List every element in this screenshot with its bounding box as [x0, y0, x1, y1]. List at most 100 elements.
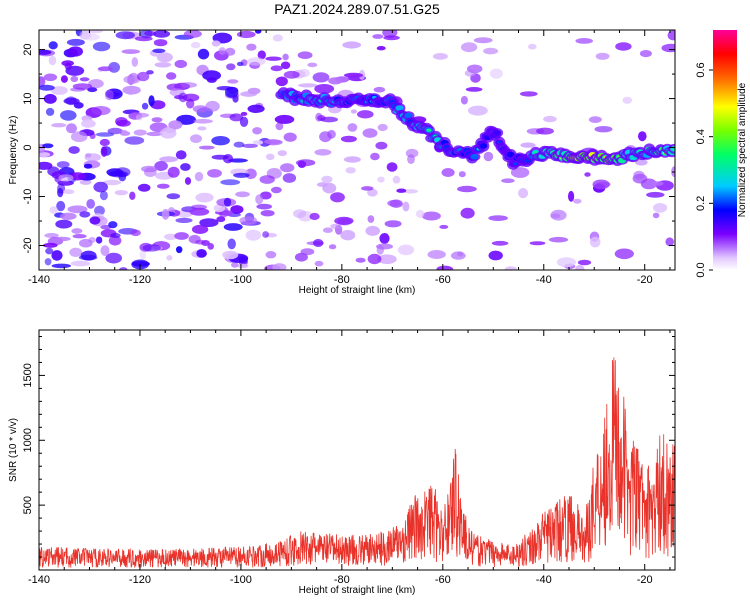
heatmap-cell — [568, 190, 575, 202]
heatmap-cell — [141, 165, 158, 173]
heatmap-cell — [230, 205, 244, 214]
heatmap-cell — [67, 205, 88, 214]
heatmap-cell — [395, 105, 404, 111]
x-tick-label: -60 — [435, 274, 451, 286]
heatmap-cell — [282, 173, 297, 183]
heatmap-cell — [58, 174, 74, 182]
heatmap-cell — [44, 258, 52, 266]
heatmap-cell — [314, 260, 324, 267]
heatmap-cell — [322, 182, 337, 194]
heatmap-cell — [379, 233, 390, 244]
heatmap-cell — [328, 77, 343, 85]
spectrogram-y-axis-label: Frequency (Hz) — [8, 116, 19, 185]
heatmap-cell — [297, 51, 313, 59]
heatmap-cell — [240, 111, 248, 116]
heatmap-cell — [355, 257, 366, 263]
heatmap-cell — [183, 30, 202, 38]
heatmap-cell — [519, 91, 538, 97]
y-tick-label: 1500 — [22, 363, 34, 387]
heatmap-cell — [589, 236, 601, 248]
heatmap-cell — [84, 153, 101, 162]
heatmap-cell — [283, 70, 300, 79]
heatmap-cell — [343, 156, 361, 163]
heatmap-cell — [80, 250, 97, 261]
heatmap-cell — [54, 236, 71, 242]
heatmap-cell — [272, 34, 283, 42]
heatmap-cell — [512, 162, 518, 166]
heatmap-cell — [105, 252, 122, 264]
heatmap-cell — [491, 240, 509, 246]
y-tick-label: -10 — [22, 189, 34, 205]
heatmap-cell — [196, 249, 207, 258]
heatmap-cell — [416, 209, 425, 218]
heatmap-cell — [39, 152, 51, 158]
heatmap-cell — [70, 75, 79, 83]
heatmap-cell — [350, 109, 357, 114]
heatmap-cell — [66, 123, 77, 134]
heatmap-cell — [153, 39, 168, 47]
heatmap-cell — [614, 248, 634, 260]
heatmap-cell — [661, 43, 675, 53]
y-tick-label: -20 — [22, 238, 34, 254]
heatmap-cell — [592, 179, 610, 190]
heatmap-cell — [220, 179, 241, 186]
heatmap-cell — [277, 150, 287, 157]
heatmap-cell — [151, 117, 163, 123]
heatmap-cell — [211, 40, 221, 47]
heatmap-cell — [426, 128, 432, 132]
heatmap-cell — [131, 57, 138, 67]
heatmap-cell — [161, 208, 170, 220]
heatmap-cell — [79, 238, 93, 248]
heatmap-cell — [95, 236, 103, 244]
heatmap-cell — [468, 105, 488, 116]
heatmap-cell — [114, 190, 128, 196]
heatmap-cell — [575, 264, 585, 270]
heatmap-cell — [211, 136, 230, 146]
heatmap-cell — [457, 251, 464, 257]
heatmap-cell — [622, 96, 633, 104]
heatmap-cell — [166, 193, 181, 200]
heatmap-cell — [265, 251, 277, 259]
heatmap-cell — [275, 122, 284, 131]
heatmap-cell — [71, 228, 83, 234]
heatmap-cell — [633, 170, 645, 180]
heatmap-cell — [192, 105, 209, 113]
heatmap-cell — [488, 215, 508, 222]
heatmap-cell — [402, 201, 410, 212]
spectrogram-heat-layer — [39, 30, 675, 270]
x-tick-label: -100 — [230, 274, 252, 286]
heatmap-cell — [651, 181, 664, 186]
x-tick-label: -120 — [129, 274, 151, 286]
heatmap-cell — [259, 175, 275, 184]
heatmap-cell — [168, 120, 183, 130]
heatmap-cell — [322, 227, 333, 233]
heatmap-cell — [264, 139, 281, 145]
heatmap-cell — [407, 154, 415, 165]
heatmap-cell — [594, 126, 613, 133]
heatmap-cell — [62, 189, 75, 194]
heatmap-cell — [72, 234, 87, 239]
heatmap-cell — [460, 42, 478, 53]
heatmap-cell — [194, 171, 204, 182]
heatmap-cell — [347, 123, 358, 132]
heatmap-cell — [216, 216, 226, 223]
heatmap-cell — [376, 243, 393, 250]
heatmap-cell — [501, 178, 515, 183]
heatmap-cell — [639, 50, 652, 58]
colorbar-ticks: 0.0 0.2 0.4 0.6 — [695, 62, 713, 278]
heatmap-cell — [367, 253, 382, 265]
heatmap-cell — [190, 134, 202, 144]
heatmap-cell — [104, 89, 114, 101]
heatmap-cell — [536, 127, 554, 135]
x-tick-label: -80 — [334, 274, 350, 286]
heatmap-cell — [439, 224, 449, 229]
heatmap-cell — [95, 132, 115, 137]
y-tick-label: 500 — [22, 496, 34, 514]
y-tick-label: 0 — [22, 144, 34, 150]
heatmap-cell — [154, 62, 172, 68]
heatmap-cell — [99, 138, 110, 147]
heatmap-cell — [63, 97, 80, 105]
snr-x-axis-label: Height of straight line (km) — [299, 585, 416, 596]
heatmap-cell — [102, 179, 122, 186]
heatmap-cell — [367, 188, 378, 197]
